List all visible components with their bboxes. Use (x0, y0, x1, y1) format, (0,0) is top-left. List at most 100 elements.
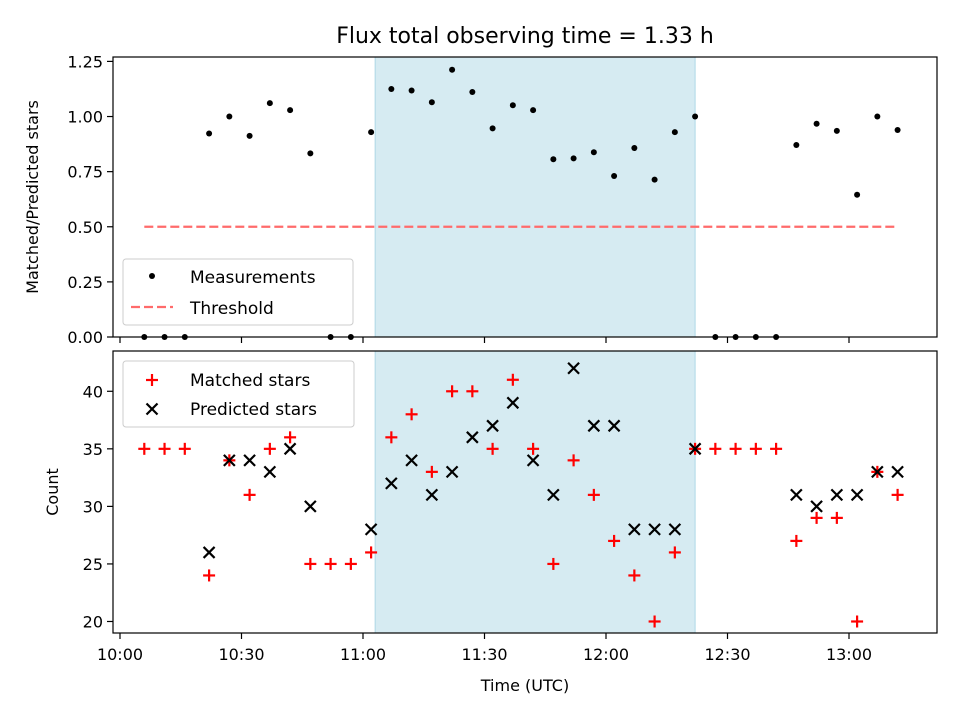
predicted-star-point (243, 454, 256, 467)
predicted-star-point (526, 454, 540, 467)
matched-star-point (344, 557, 357, 570)
y-tick-label: 30 (83, 497, 103, 516)
predicted-star-point (405, 454, 418, 467)
measurement-point (692, 113, 699, 120)
measurement-point (428, 99, 435, 106)
measurement-point (287, 107, 294, 114)
matched-star-point (324, 557, 337, 570)
legend-predicted-label: Predicted stars (190, 400, 317, 420)
measurement-point (874, 113, 881, 120)
predicted-star-point (668, 523, 682, 536)
legend-measurements-marker (149, 273, 155, 279)
matched-star-point (506, 373, 519, 386)
top-panel-y-axis-label: Matched/Predicted stars (23, 100, 42, 294)
y-tick-label: 20 (83, 612, 103, 631)
y-tick-label: 0.00 (67, 328, 103, 347)
legend-matched-label: Matched stars (190, 371, 310, 391)
measurement-point (813, 120, 820, 127)
matched-star-point (830, 511, 843, 524)
legend-box (122, 360, 355, 428)
observing-interval-shade-bottom (374, 350, 696, 634)
x-tick-label: 10:30 (218, 645, 264, 664)
matched-star-point (851, 615, 864, 628)
legend-threshold-label: Threshold (189, 299, 274, 319)
measurement-point (408, 87, 415, 94)
measurement-point (793, 141, 800, 148)
predicted-star-point (850, 488, 864, 502)
predicted-star-point (790, 488, 803, 502)
matched-star-point (138, 442, 151, 455)
y-tick-label: 40 (83, 382, 103, 401)
legend-measurements-label: Measurements (190, 268, 316, 288)
measurement-point (449, 66, 456, 73)
x-axis-label: Time (UTC) (480, 676, 569, 695)
bottom-panel-legend: Matched stars Predicted stars (122, 360, 355, 428)
matched-star-point (567, 454, 580, 467)
matched-star-point (587, 488, 600, 501)
measurement-point (570, 155, 577, 162)
matched-star-point (243, 488, 256, 501)
matched-star-point (425, 465, 438, 478)
y-tick-label: 0.25 (67, 273, 103, 292)
matched-star-point (466, 385, 479, 398)
matched-star-point (158, 442, 171, 455)
top-panel-legend: Measurements Threshold (122, 258, 354, 326)
matched-star-point (709, 442, 722, 455)
matched-star-point (668, 546, 681, 559)
predicted-star-point (628, 523, 641, 536)
x-tick-label: 12:00 (583, 645, 629, 664)
predicted-star-point (607, 419, 621, 433)
matched-star-point (284, 431, 297, 444)
measurement-point (307, 150, 314, 157)
y-tick-label: 1.00 (67, 108, 103, 127)
measurement-point (489, 125, 496, 132)
predicted-star-point (648, 523, 661, 536)
measurement-point (368, 129, 375, 136)
predicted-star-point (486, 419, 499, 433)
matched-star-point (790, 534, 803, 547)
predicted-star-point (385, 477, 398, 490)
top-panel-marks (141, 66, 901, 340)
predicted-star-point (830, 488, 844, 502)
matched-star-point (203, 569, 216, 582)
bottom-panel-marks (138, 361, 904, 628)
x-tick-label: 13:00 (826, 645, 872, 664)
y-tick-label: 1.25 (67, 52, 103, 71)
top-panel-x-ticks (119, 337, 850, 343)
matched-star-point (486, 442, 499, 455)
predicted-star-point (283, 442, 297, 456)
measurement-point (651, 176, 658, 183)
matched-star-point (810, 511, 823, 524)
y-tick-label: 35 (83, 440, 103, 459)
predicted-star-point (445, 465, 459, 479)
y-tick-label: 0.75 (67, 163, 103, 182)
predicted-star-point (425, 488, 439, 502)
measurement-point (631, 145, 638, 152)
predicted-star-point (223, 454, 236, 467)
matched-star-point (365, 546, 378, 559)
measurement-point (894, 126, 901, 133)
matched-star-point (385, 431, 398, 444)
x-tick-label: 11:30 (461, 645, 507, 664)
measurement-point (266, 100, 273, 107)
measurement-point (246, 132, 253, 139)
predicted-star-point (364, 523, 378, 536)
predicted-star-point (263, 465, 277, 479)
matched-star-point (729, 442, 742, 455)
matched-star-point (891, 488, 904, 501)
measurement-point (206, 130, 213, 137)
bottom-panel-x-ticks: 10:00 10:30 11:00 11:30 12:00 12:30 13:00 (97, 633, 872, 664)
chart-title: Flux total observing time = 1.33 h (336, 24, 714, 49)
x-tick-label: 11:00 (340, 645, 386, 664)
predicted-star-point (688, 442, 702, 456)
predicted-star-point (567, 361, 580, 375)
y-tick-label: 25 (83, 555, 103, 574)
matched-star-point (405, 408, 418, 421)
predicted-star-point (587, 419, 601, 433)
x-tick-label: 12:30 (704, 645, 750, 664)
predicted-star-point (202, 546, 216, 559)
measurement-point (509, 102, 516, 109)
measurement-point (530, 107, 537, 114)
predicted-star-point (891, 465, 904, 479)
